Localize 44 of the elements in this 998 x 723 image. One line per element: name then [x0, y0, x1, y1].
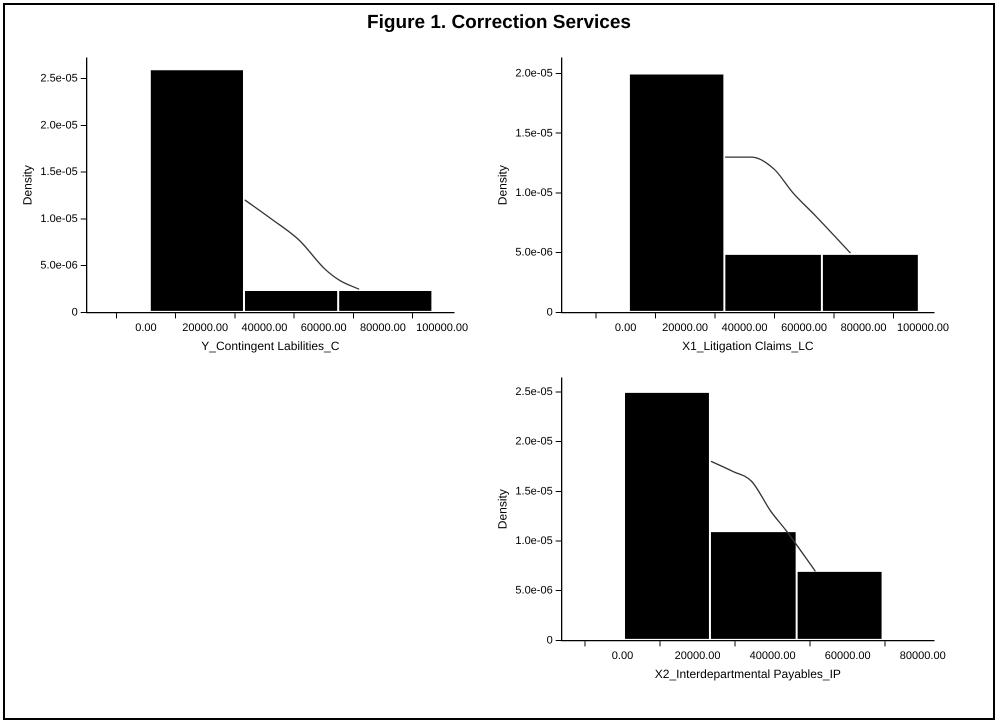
y-tick-label: 5.0e-06: [515, 584, 553, 597]
y-axis-title: Density: [496, 165, 510, 206]
y-tick-label: 1.0e-05: [40, 212, 78, 225]
x-tick-label: 0.00: [612, 650, 634, 662]
x-tick-label: 100000.00: [897, 322, 949, 334]
y-tick-label: 2.0e-05: [515, 68, 553, 80]
y-tick-label: 0: [546, 634, 553, 646]
x-tick-label: 80000.00: [360, 322, 406, 334]
y-tick-label: 2.0e-05: [515, 436, 553, 448]
x-tick-label: 60000.00: [300, 322, 347, 334]
y-tick-label: 0: [72, 306, 78, 318]
line-series: [724, 156, 851, 254]
x-axis-title: X1_Litigation Claims_LC: [682, 339, 814, 354]
x-tick-label: 20000.00: [674, 650, 721, 662]
x-tick-label: 20000.00: [182, 322, 228, 334]
y-tick-label: 1.0e-05: [515, 186, 553, 199]
y-tick-label: 2.5e-05: [40, 72, 78, 85]
line-series: [244, 200, 360, 290]
x-tick-label: 40000.00: [722, 322, 768, 334]
y-tick-label: 1.5e-05: [40, 166, 78, 178]
y-tick-label: 1.0e-05: [515, 535, 553, 548]
x-tick-label: 80000.00: [840, 322, 886, 334]
y-axis-title: Density: [20, 165, 35, 206]
x-axis-title: X2_Interdepartmental Payables_IP: [654, 667, 841, 682]
x-tick-label: 40000.00: [750, 650, 796, 662]
x-tick-label: 40000.00: [241, 322, 288, 334]
y-axis-title: Density: [496, 489, 510, 530]
y-tick-label: 5.0e-06: [515, 246, 553, 259]
y-tick-label: 2.5e-05: [515, 386, 553, 398]
x-tick-label: 0.00: [135, 322, 157, 334]
text: Figure 1. Correction Services: [367, 12, 631, 33]
x-tick-label: 80000.00: [900, 650, 946, 662]
x-tick-label: 100000.00: [416, 322, 468, 334]
y-tick-label: 0: [546, 306, 553, 318]
y-tick-label: 5.0e-06: [40, 260, 78, 272]
x-tick-label: 0.00: [614, 322, 636, 334]
x-tick-label: 20000.00: [662, 322, 708, 334]
y-tick-label: 2.0e-05: [40, 119, 78, 132]
y-tick-label: 1.5e-05: [515, 485, 553, 498]
line-series: [710, 460, 816, 572]
y-tick-label: 1.5e-05: [515, 127, 553, 140]
x-axis-title: Y_Contingent Labilities_C: [201, 339, 340, 354]
x-tick-label: 60000.00: [824, 650, 871, 662]
x-tick-label: 60000.00: [781, 322, 827, 334]
